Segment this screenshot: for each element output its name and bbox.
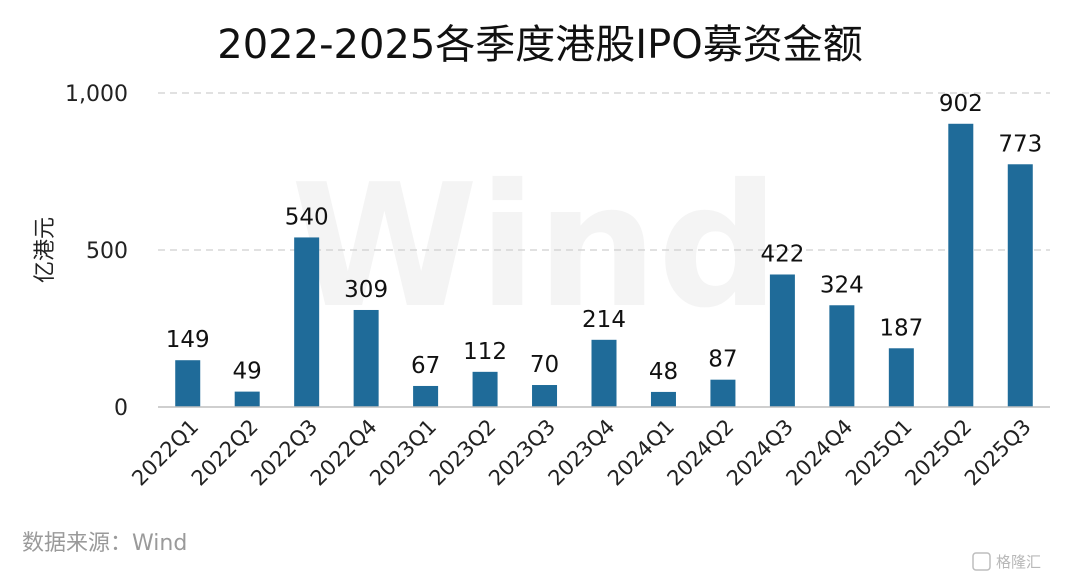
y-axis-label: 亿港元: [33, 217, 58, 283]
bar: [294, 237, 320, 407]
data-label: 149: [166, 327, 210, 353]
bar: [353, 309, 379, 407]
bar: [591, 339, 617, 407]
data-label: 70: [530, 352, 559, 378]
bar: [532, 385, 558, 407]
data-label: 49: [233, 359, 262, 385]
bar: [888, 348, 914, 407]
bar: [650, 391, 676, 407]
data-label: 902: [939, 91, 983, 117]
data-label: 422: [760, 241, 804, 267]
data-label: 48: [649, 359, 678, 385]
data-label: 773: [998, 131, 1042, 157]
chart-title: 2022-2025各季度港股IPO募资金额: [217, 22, 862, 68]
y-tick-label: 1,000: [65, 82, 128, 107]
bar: [829, 305, 855, 407]
bar: [413, 385, 439, 407]
bar: [948, 123, 974, 407]
bar: [710, 379, 736, 407]
data-labels: 149 49 540 309 67 112 70 214 48 87 422 324 187 902 773: [166, 91, 1042, 385]
x-axis-ticks: 2022Q12022Q22022Q32022Q42023Q12023Q22023…: [127, 415, 1035, 491]
logo: 格隆汇: [972, 552, 1041, 571]
source-note: 数据来源：Wind: [22, 531, 187, 556]
data-label: 87: [708, 347, 737, 373]
data-label: 309: [344, 277, 388, 303]
bar: [472, 371, 498, 407]
data-label: 214: [582, 307, 626, 333]
logo-text: 格隆汇: [996, 553, 1041, 571]
bar: [175, 360, 201, 407]
data-label: 324: [820, 272, 864, 298]
y-tick-label: 500: [86, 239, 128, 264]
data-label: 67: [411, 353, 440, 379]
y-axis-ticks: 0 500 1,000: [65, 82, 128, 421]
bars: [175, 123, 1033, 407]
x-tick-label: 2025Q3: [960, 415, 1036, 491]
data-label: 187: [879, 315, 923, 341]
data-label: 112: [463, 339, 507, 365]
data-label: 540: [285, 204, 329, 230]
bar: [769, 274, 795, 407]
bar: [1007, 164, 1033, 407]
bar: [234, 391, 260, 407]
y-tick-label: 0: [114, 396, 128, 421]
logo-mark-icon: [972, 552, 991, 571]
